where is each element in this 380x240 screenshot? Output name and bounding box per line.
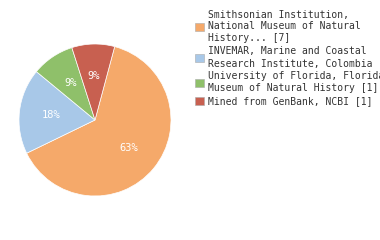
Wedge shape <box>36 48 95 120</box>
Text: 63%: 63% <box>120 143 138 153</box>
Wedge shape <box>19 72 95 153</box>
Text: 18%: 18% <box>42 110 60 120</box>
Wedge shape <box>72 44 115 120</box>
Wedge shape <box>27 47 171 196</box>
Text: 9%: 9% <box>88 71 100 81</box>
Text: 9%: 9% <box>64 78 76 89</box>
Legend: Smithsonian Institution,
National Museum of Natural
History... [7], INVEMAR, Mar: Smithsonian Institution, National Museum… <box>195 10 380 106</box>
